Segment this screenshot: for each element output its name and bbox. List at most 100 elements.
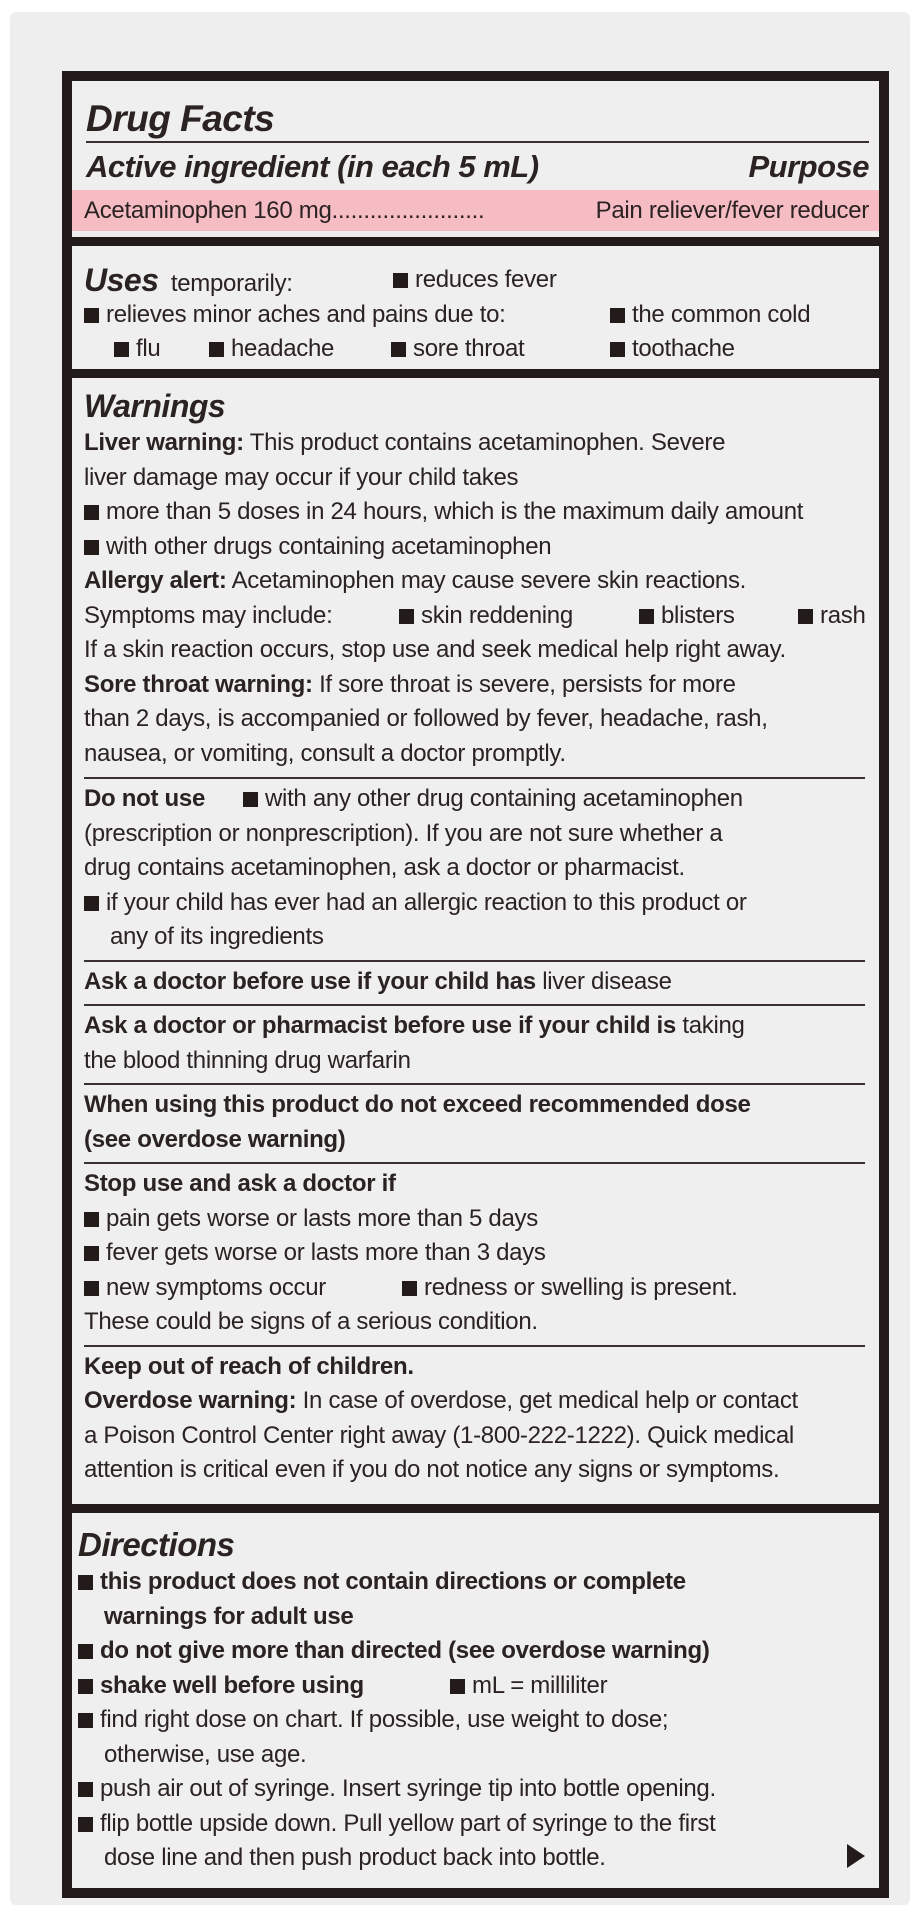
active-ingredient-heading: Active ingredient (in each 5 mL): [86, 149, 539, 184]
drug-facts-header: Drug Facts Active ingredient (in each 5 …: [72, 81, 879, 237]
label-text: with other drugs containing acetaminophe…: [106, 532, 552, 560]
bullet-icon: [114, 342, 129, 357]
list-item: skin reddening: [399, 599, 573, 634]
label-text: the common cold: [632, 300, 811, 328]
bullet-icon: [78, 1644, 93, 1659]
ingredient-purpose: Pain reliever/fever reducer: [595, 197, 870, 224]
ingredient-name: Acetaminophen 160 mg: [84, 197, 332, 224]
uses-intro: temporarily:: [170, 270, 293, 297]
drug-facts-box: Drug Facts Active ingredient (in each 5 …: [62, 71, 889, 1898]
list-item: push air out of syringe. Insert syringe …: [78, 1772, 865, 1807]
use-item: toothache: [610, 332, 735, 367]
label-text: than 2 days, is accompanied or followed …: [84, 705, 768, 732]
label-text: skin reddening: [421, 601, 573, 629]
label-text: liver disease: [542, 967, 672, 995]
bullet-icon: [610, 307, 625, 323]
bullet-icon: [84, 1211, 99, 1227]
section-divider: [72, 369, 879, 378]
label-text: In case of overdose, get medical help or…: [302, 1387, 799, 1414]
bullet-icon: [399, 608, 414, 624]
leader-dots: ........................: [331, 197, 485, 224]
list-item: this product does not contain directions…: [78, 1565, 865, 1600]
label-text: if your child has ever had an allergic r…: [106, 888, 747, 916]
bullet-icon: [393, 273, 408, 288]
label-text: a Poison Control Center right away (1-80…: [84, 1421, 794, 1449]
uses-heading: Uses: [84, 262, 159, 298]
label-text: push air out of syringe. Insert syringe …: [100, 1775, 716, 1802]
package-panel: Drug Facts Active ingredient (in each 5 …: [10, 12, 910, 1905]
label-text: flip bottle upside down. Pull yellow par…: [100, 1809, 716, 1837]
label-text: new symptoms occur: [106, 1273, 326, 1301]
label-text: Overdose warning:: [84, 1387, 297, 1414]
divider: [86, 141, 869, 143]
use-item: the common cold: [610, 298, 811, 333]
bullet-icon: [78, 1816, 93, 1832]
bullet-icon: [78, 1782, 93, 1797]
bullet-icon: [78, 1713, 93, 1728]
use-item: sore throat: [391, 332, 525, 367]
label-text: with any other drug containing acetamino…: [265, 785, 743, 812]
list-item: new symptoms occur: [84, 1274, 326, 1301]
bullet-icon: [84, 505, 99, 520]
label-text: do not give more than directed (see over…: [100, 1637, 710, 1664]
allergy-alert: Allergy alert: Acetaminophen may cause s…: [84, 564, 866, 668]
liver-warning: Liver warning: This product contains ace…: [84, 426, 865, 564]
use-item: reduces fever: [393, 263, 557, 298]
uses-line-1: Uses temporarily: reduces fever: [84, 263, 867, 298]
label-text: fever gets worse or lasts more than 3 da…: [106, 1239, 546, 1266]
bullet-icon: [209, 342, 224, 357]
label-text: this product does not contain directions…: [100, 1568, 686, 1595]
list-item: with other drugs containing acetaminophe…: [84, 530, 865, 565]
label-text: blisters: [661, 601, 735, 629]
list-item: do not give more than directed (see over…: [78, 1634, 865, 1669]
label-text: relieves minor aches and pains due to:: [106, 300, 506, 328]
directions-section: Directions this product does not contain…: [72, 1513, 879, 1888]
use-item: relieves minor aches and pains due to:: [84, 301, 506, 328]
label-text: warnings for adult use: [104, 1602, 354, 1630]
list-item: redness or swelling is present.: [402, 1271, 738, 1306]
label-text: Ask a doctor or pharmacist before use if…: [84, 1012, 676, 1039]
label-text: drug contains acetaminophen, ask a docto…: [84, 854, 685, 881]
list-item: mL = milliliter: [450, 1669, 608, 1704]
label-text: If a skin reaction occurs, stop use and …: [84, 636, 786, 663]
directions-heading: Directions: [78, 1526, 235, 1563]
label-text: taking: [682, 1012, 745, 1039]
do-not-use: Do not use with any other drug containing…: [84, 777, 865, 960]
ask-doctor: Ask a doctor before use if your child ha…: [84, 959, 865, 1005]
bullet-icon: [84, 1280, 99, 1296]
list-item: shake well before using: [78, 1672, 364, 1699]
uses-line-3: flu headache sore throat toothache: [84, 332, 867, 367]
stop-use: Stop use and ask a doctor if pain gets w…: [84, 1162, 865, 1345]
bullet-icon: [84, 1246, 99, 1261]
list-item: fever gets worse or lasts more than 3 da…: [84, 1236, 865, 1271]
list-item: rash: [798, 599, 866, 634]
drug-facts-title: Drug Facts: [86, 98, 275, 139]
bullet-icon: [243, 792, 258, 807]
keep-out-overdose: Keep out of reach of children. Overdose …: [84, 1344, 865, 1493]
bullet-icon: [78, 1575, 93, 1590]
purpose-heading: Purpose: [748, 149, 869, 184]
list-item: more than 5 doses in 24 hours, which is …: [84, 495, 865, 530]
label-text: Ask a doctor before use if your child ha…: [84, 967, 536, 995]
active-ingredient-row: Acetaminophen 160 mg....................…: [72, 190, 879, 231]
bullet-icon: [84, 539, 99, 555]
bullet-icon: [798, 608, 813, 624]
label-text: mL = milliliter: [472, 1671, 608, 1699]
bullet-icon: [84, 307, 99, 323]
label-text: Acetaminophen may cause severe skin reac…: [231, 567, 747, 594]
label-text: toothache: [632, 335, 735, 362]
label-text: redness or swelling is present.: [424, 1273, 738, 1301]
label-text: sore throat: [413, 335, 525, 362]
label-text: Do not use: [84, 785, 205, 812]
label-text: rash: [820, 601, 866, 629]
bullet-icon: [78, 1678, 93, 1694]
ask-pharmacist: Ask a doctor or pharmacist before use if…: [84, 1004, 865, 1083]
list-item: find right dose on chart. If possible, u…: [78, 1703, 865, 1738]
bullet-icon: [402, 1280, 417, 1296]
label-text: dose line and then push product back int…: [104, 1844, 606, 1871]
label-text: Stop use and ask a doctor if: [84, 1170, 396, 1197]
triangle-right-icon: [847, 1844, 865, 1868]
bullet-icon: [391, 342, 406, 357]
list-item: blisters: [639, 599, 735, 634]
label-text: (prescription or nonprescription). If yo…: [84, 819, 723, 847]
